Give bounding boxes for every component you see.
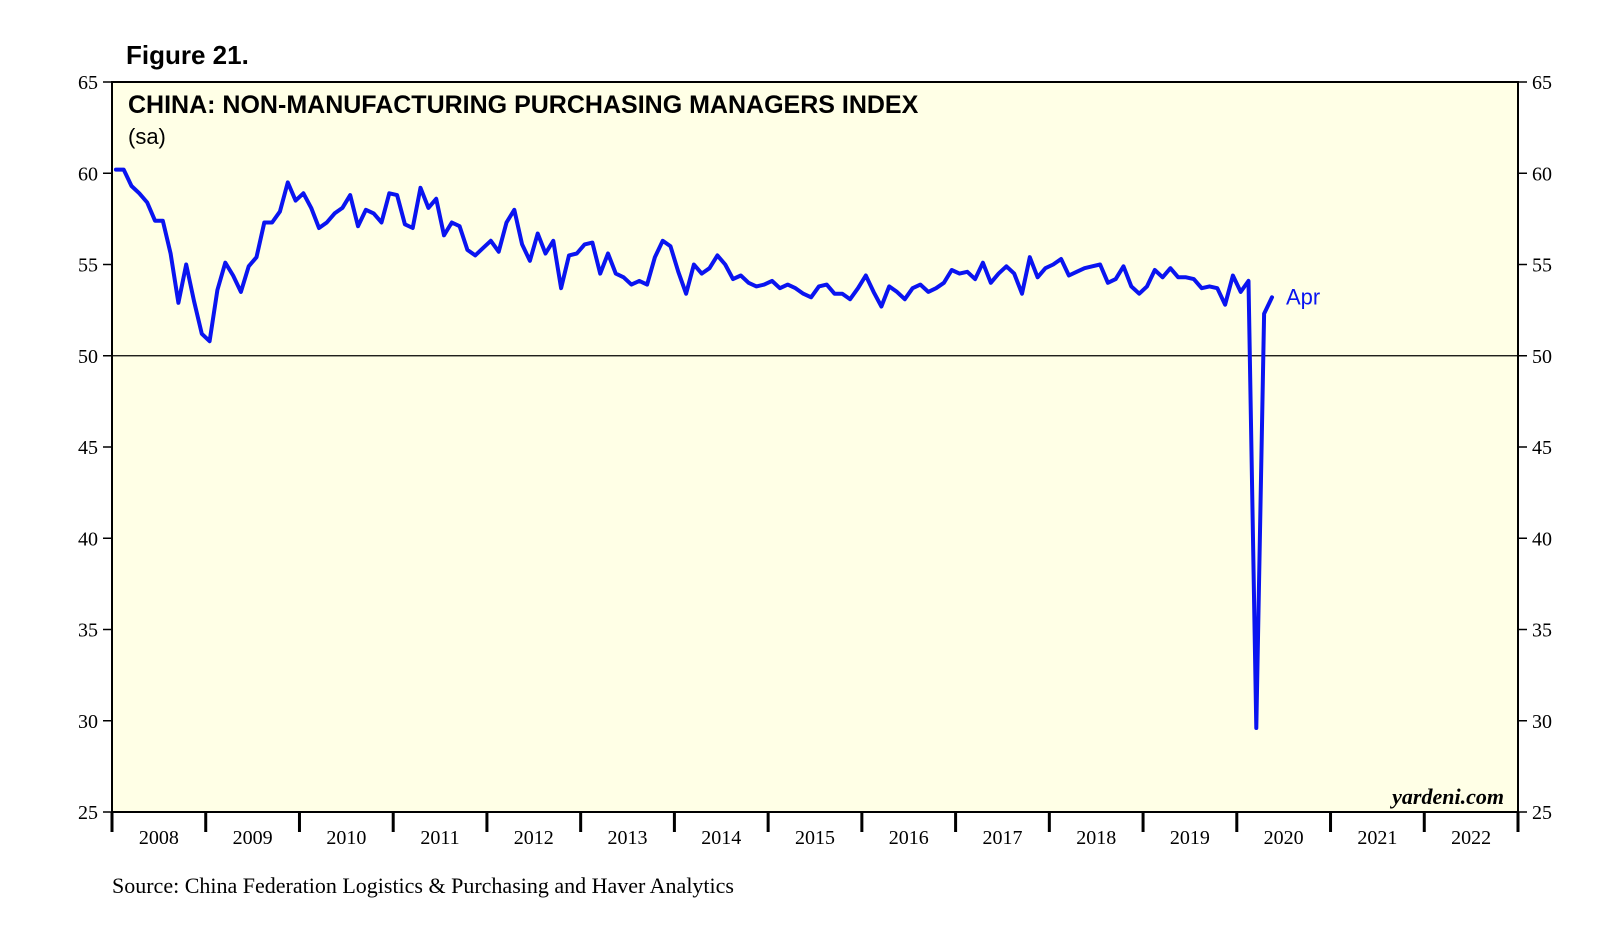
y-tick-label-left-65: 65 [78,72,98,94]
y-tick-label-right-25: 25 [1532,802,1552,824]
y-tick-label-right-50: 50 [1532,346,1552,368]
plot-area [112,82,1518,812]
y-tick-label-left-35: 35 [78,620,98,642]
x-tick-label-2014: 2014 [701,827,741,849]
y-tick-label-right-45: 45 [1532,437,1552,459]
x-tick-label-2009: 2009 [233,827,273,849]
y-tick-label-left-40: 40 [78,528,98,550]
x-tick-label-2013: 2013 [608,827,648,849]
x-tick-label-2020: 2020 [1264,827,1304,849]
y-tick-label-right-60: 60 [1532,163,1552,185]
x-tick-label-2018: 2018 [1076,827,1116,849]
x-tick-label-2021: 2021 [1357,827,1397,849]
y-tick-label-right-55: 55 [1532,255,1552,277]
y-tick-label-left-30: 30 [78,711,98,733]
x-tick-label-2011: 2011 [420,827,459,849]
y-tick-label-left-50: 50 [78,346,98,368]
x-tick-label-2008: 2008 [139,827,179,849]
y-tick-label-left-55: 55 [78,255,98,277]
y-tick-label-left-60: 60 [78,163,98,185]
y-tick-label-left-25: 25 [78,802,98,824]
chart-subtitle: (sa) [128,124,166,149]
y-tick-label-right-65: 65 [1532,72,1552,94]
x-tick-label-2022: 2022 [1451,827,1491,849]
x-axis: 2008 2009 2010 2011 2012 2013 2014 2015 2016 2017… [112,812,1518,849]
x-tick-label-2017: 2017 [982,827,1022,849]
y-tick-label-right-30: 30 [1532,711,1552,733]
chart-title: CHINA: NON-MANUFACTURING PURCHASING MANA… [128,91,919,119]
end-label: Apr [1286,284,1320,309]
y-axis-right: 25 30 35 40 45 50 55 60 65 [1518,72,1552,824]
x-tick-label-2010: 2010 [326,827,366,849]
y-axis-left: 25 30 35 40 45 50 55 60 65 [78,72,112,824]
y-tick-label-right-40: 40 [1532,528,1552,550]
y-tick-label-left-45: 45 [78,437,98,459]
x-tick-label-2015: 2015 [795,827,835,849]
watermark: yardeni.com [1389,784,1504,809]
source-note: Source: China Federation Logistics & Pur… [112,873,734,898]
y-tick-label-right-35: 35 [1532,620,1552,642]
x-tick-label-2016: 2016 [889,827,929,849]
figure-label: Figure 21. [126,40,249,70]
x-tick-label-2012: 2012 [514,827,554,849]
x-tick-label-2019: 2019 [1170,827,1210,849]
